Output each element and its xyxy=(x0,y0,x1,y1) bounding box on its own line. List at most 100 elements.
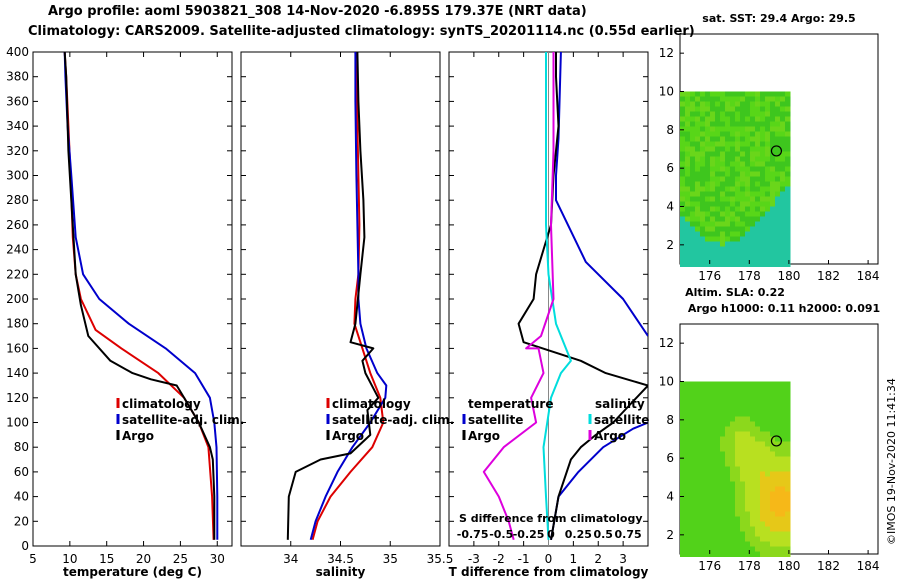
sla-map-cell xyxy=(705,501,711,507)
sla-map-cell xyxy=(765,451,771,457)
sst-map-cell xyxy=(760,176,766,182)
sla-map-cell xyxy=(720,391,726,397)
sst-map-cell xyxy=(770,206,776,212)
sla-map-cell xyxy=(715,431,721,437)
sst-map-cell xyxy=(760,201,766,207)
sla-map-cell xyxy=(680,396,686,402)
sst-map-cell xyxy=(695,201,701,207)
sst-map-cell xyxy=(750,196,756,202)
sla-map-cell xyxy=(705,531,711,537)
sla-map-cell xyxy=(740,501,746,507)
sla-map-cell xyxy=(770,401,776,407)
sst-map-cell xyxy=(700,256,706,262)
sst-map-cell xyxy=(735,136,741,142)
sst-map-cell xyxy=(760,161,766,167)
sla-map-cell xyxy=(725,396,731,402)
sla-map-cell xyxy=(750,521,756,527)
sst-map-cell xyxy=(690,156,696,162)
x-tick-label: 25 xyxy=(173,552,188,566)
sla-map-cell xyxy=(690,401,696,407)
sla-map-cell xyxy=(780,491,786,497)
sla-map-cell xyxy=(685,481,691,487)
sst-map-cell xyxy=(715,116,721,122)
sst-map-cell xyxy=(780,151,786,157)
sla-map-cell xyxy=(685,486,691,492)
sst-map-cell xyxy=(695,116,701,122)
sst-map-cell xyxy=(685,241,691,247)
sst-map-cell xyxy=(780,251,786,257)
sst-map-cell xyxy=(770,91,776,97)
sst-map-cell xyxy=(775,186,781,192)
sst-map-x-tick-label: 180 xyxy=(777,269,800,283)
sst-map-cell xyxy=(690,106,696,112)
sla-map-cell xyxy=(700,411,706,417)
sla-map-cell xyxy=(750,401,756,407)
sla-map-cell xyxy=(775,391,781,397)
sla-map-cell xyxy=(680,471,686,477)
sst-map-cell xyxy=(740,91,746,97)
sla-map-cell xyxy=(765,471,771,477)
sla-map-cell xyxy=(765,396,771,402)
sla-map-cell xyxy=(680,406,686,412)
sst-map-cell xyxy=(785,206,791,212)
sla-map-cell xyxy=(685,521,691,527)
salinity-series-satellite xyxy=(309,52,388,541)
sla-map-cell xyxy=(755,446,761,452)
sla-map-cell xyxy=(710,496,716,502)
sla-map-cell xyxy=(750,391,756,397)
sla-map-cell xyxy=(700,551,706,557)
difference-legend-temperature-title: temperature xyxy=(468,397,553,411)
sla-map-cell xyxy=(770,526,776,532)
sst-map-cell xyxy=(695,106,701,112)
sst-map-cell xyxy=(705,141,711,147)
sla-map-cell xyxy=(730,551,736,557)
sst-map-cell xyxy=(720,186,726,192)
sla-map-cell xyxy=(720,426,726,432)
sst-map-cell xyxy=(745,106,751,112)
sst-map-cell xyxy=(715,246,721,252)
sla-map-cell xyxy=(760,406,766,412)
sla-map-cell xyxy=(770,516,776,522)
sst-map-cell xyxy=(745,186,751,192)
sla-map-cell xyxy=(765,386,771,392)
sla-map-cell xyxy=(775,471,781,477)
sla-map-x-tick-label: 180 xyxy=(777,559,800,573)
sst-map-cell xyxy=(725,121,731,127)
sla-map-cell xyxy=(745,421,751,427)
sst-map-cell xyxy=(755,106,761,112)
sst-map-cell xyxy=(725,186,731,192)
sla-map-cell xyxy=(700,456,706,462)
x-tick-label: 2 xyxy=(594,552,602,566)
sst-map-cell xyxy=(715,141,721,147)
sla-map-cell xyxy=(730,436,736,442)
temperature-series-climatology xyxy=(63,52,215,540)
sst-map-cell xyxy=(695,246,701,252)
sst-map-cell xyxy=(725,246,731,252)
sla-map-cell xyxy=(685,491,691,497)
sst-map-cell xyxy=(770,141,776,147)
sla-map-cell xyxy=(710,406,716,412)
sla-map-cell xyxy=(685,546,691,552)
y-tick-label: 60 xyxy=(14,465,29,479)
sla-map-cell xyxy=(785,546,791,552)
sst-map-cell xyxy=(690,146,696,152)
sst-map-cell xyxy=(775,136,781,142)
sst-map-cell xyxy=(755,191,761,197)
y-tick-label: 180 xyxy=(6,317,29,331)
sst-map-cell xyxy=(765,226,771,232)
sst-map-cell xyxy=(725,141,731,147)
sst-map-cell xyxy=(720,246,726,252)
sst-map-cell xyxy=(695,101,701,107)
sla-map-cell xyxy=(775,496,781,502)
sla-map-cell xyxy=(690,536,696,542)
sla-map-cell xyxy=(740,401,746,407)
sst-map-cell xyxy=(785,101,791,107)
sla-map-cell xyxy=(750,551,756,557)
sla-map-cell xyxy=(730,386,736,392)
sst-map-cell xyxy=(750,261,756,267)
sla-map-cell xyxy=(735,471,741,477)
sst-map-cell xyxy=(750,251,756,257)
sst-map-cell xyxy=(680,166,686,172)
sla-map-cell xyxy=(695,456,701,462)
sst-map-cell xyxy=(735,146,741,152)
